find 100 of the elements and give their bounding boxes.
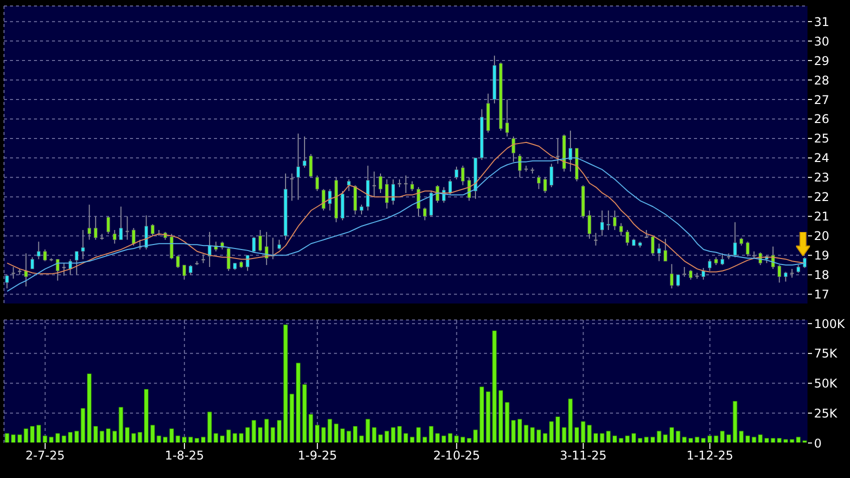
y-tick-label: 23 (814, 170, 830, 185)
candlestick (258, 229, 262, 252)
x-tick-label: 2-7-25 (26, 448, 65, 463)
candlestick (182, 264, 186, 280)
candlestick (391, 178, 395, 206)
y-tick-label: 26 (814, 112, 830, 126)
candlestick (74, 250, 78, 276)
candlestick (461, 165, 465, 186)
candlestick (112, 229, 116, 244)
candlestick (423, 207, 427, 221)
candlestick (612, 210, 617, 230)
candlestick (378, 173, 382, 194)
candlestick (670, 264, 674, 289)
candlestick (150, 224, 154, 236)
y-tick-label: 75K (814, 346, 838, 361)
candlestick (176, 254, 180, 268)
candlestick (664, 238, 668, 262)
candlestick (94, 216, 98, 240)
candlestick (688, 269, 693, 280)
candlestick (594, 232, 598, 246)
y-tick-label: 21 (814, 210, 830, 224)
x-tick-label: 1-12-25 (686, 448, 734, 463)
candlestick (410, 180, 414, 192)
candlestick (302, 136, 306, 168)
candlestick (290, 173, 294, 202)
candlestick (296, 133, 300, 200)
y-tick-label: 24 (814, 151, 830, 166)
candlestick (733, 222, 737, 258)
y-tick-label: 25K (814, 406, 838, 420)
candlestick (62, 262, 66, 276)
candlestick (56, 258, 60, 282)
candlestick (556, 138, 560, 164)
candlestick (372, 171, 376, 198)
y-tick-label: 22 (814, 190, 830, 204)
candlestick (347, 178, 351, 192)
y-tick-label: 27 (814, 92, 830, 107)
candlestick (309, 154, 313, 178)
candlestick (676, 274, 680, 287)
candlestick (702, 267, 706, 280)
candlestick (436, 184, 440, 204)
candlestick (682, 266, 686, 278)
candlestick (264, 231, 268, 266)
candlestick (606, 210, 610, 230)
candlestick (416, 186, 420, 217)
candlestick (43, 248, 47, 262)
candlestick (81, 229, 85, 260)
y-tick-label: 0 (814, 436, 822, 450)
candlestick (252, 236, 256, 253)
candlestick (550, 163, 554, 188)
y-tick-label: 50K (814, 376, 838, 391)
candlestick (277, 239, 282, 250)
candlestick (505, 98, 509, 137)
candlestick (512, 136, 516, 162)
candlestick (657, 243, 661, 262)
candlestick (36, 241, 40, 260)
candlestick (448, 178, 452, 196)
y-tick-label: 30 (814, 34, 830, 48)
bar (612, 436, 617, 443)
candlestick (328, 188, 332, 212)
candlestick (30, 256, 34, 270)
y-tick-label: 28 (814, 73, 830, 88)
y-tick-label: 100K (814, 316, 846, 331)
candlestick (619, 222, 623, 236)
candlestick (404, 174, 408, 194)
x-tick-label: 3-11-25 (560, 448, 607, 463)
candlestick (12, 266, 16, 280)
candlestick (626, 229, 630, 246)
candlestick (24, 252, 28, 287)
candlestick (188, 264, 192, 276)
candlestick (322, 188, 326, 212)
candlestick (543, 176, 547, 194)
y-tick-label: 19 (814, 248, 830, 263)
candlestick (588, 210, 592, 240)
candlestick (429, 190, 433, 217)
candlestick (568, 130, 572, 172)
candlestick (746, 241, 750, 257)
candlestick (106, 216, 110, 234)
y-tick-label: 31 (814, 14, 830, 29)
candlestick (5, 274, 9, 289)
candlestick (385, 178, 389, 210)
candlestick (119, 206, 123, 240)
x-tick-label: 1-9-25 (298, 448, 337, 463)
y-tick-label: 17 (814, 288, 830, 302)
candlestick (600, 210, 604, 236)
y-tick-label: 29 (814, 54, 830, 68)
x-tick-label: 1-8-25 (164, 448, 204, 463)
candlestick (536, 174, 541, 190)
x-tick-label: 2-10-25 (433, 448, 480, 463)
y-tick-label: 18 (814, 268, 830, 282)
candlestick (132, 228, 136, 246)
candlestick (467, 176, 471, 202)
candlestick (778, 264, 782, 284)
candlestick (88, 204, 92, 240)
candlestick (650, 235, 655, 256)
candlestick (208, 231, 212, 268)
candlestick (125, 216, 130, 240)
candlestick (518, 154, 522, 178)
candlestick (708, 258, 712, 272)
candlestick (170, 233, 174, 260)
candlestick (454, 166, 458, 180)
